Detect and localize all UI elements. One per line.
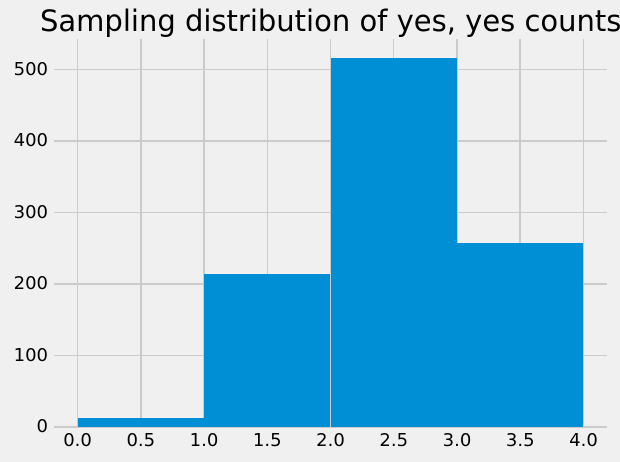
chart-title: Sampling distribution of yes, yes counts: [40, 4, 620, 38]
x-tick-label: 2.0: [316, 430, 345, 451]
plot-area: [54, 39, 607, 428]
v-gridline: [456, 39, 458, 427]
y-tick-label: 0: [36, 416, 48, 437]
y-tick-label: 100: [13, 344, 48, 366]
histogram-bar: [204, 274, 331, 427]
y-tick-label: 300: [13, 201, 48, 223]
histogram-bar: [77, 418, 204, 427]
x-tick-label: 2.5: [379, 430, 409, 451]
x-tick-label: 0.0: [63, 430, 92, 451]
x-tick-label: 4.0: [569, 430, 598, 451]
x-tick-label: 1.0: [189, 430, 219, 451]
v-gridline: [203, 39, 205, 427]
h-gridline: [54, 426, 607, 428]
y-tick-label: 200: [13, 273, 48, 295]
y-tick-label: 400: [13, 130, 48, 152]
x-tick-label: 0.5: [126, 430, 156, 451]
histogram-bar: [330, 57, 457, 427]
histogram-bar: [456, 243, 584, 427]
x-tick-label: 3.0: [442, 430, 472, 451]
x-tick-label: 3.5: [505, 430, 535, 451]
v-gridline: [266, 39, 268, 427]
x-tick-label: 1.5: [252, 430, 282, 451]
v-gridline: [140, 39, 142, 427]
v-gridline: [519, 39, 521, 427]
v-gridline: [76, 39, 79, 427]
v-gridline: [582, 39, 585, 427]
y-tick-label: 500: [13, 58, 48, 80]
